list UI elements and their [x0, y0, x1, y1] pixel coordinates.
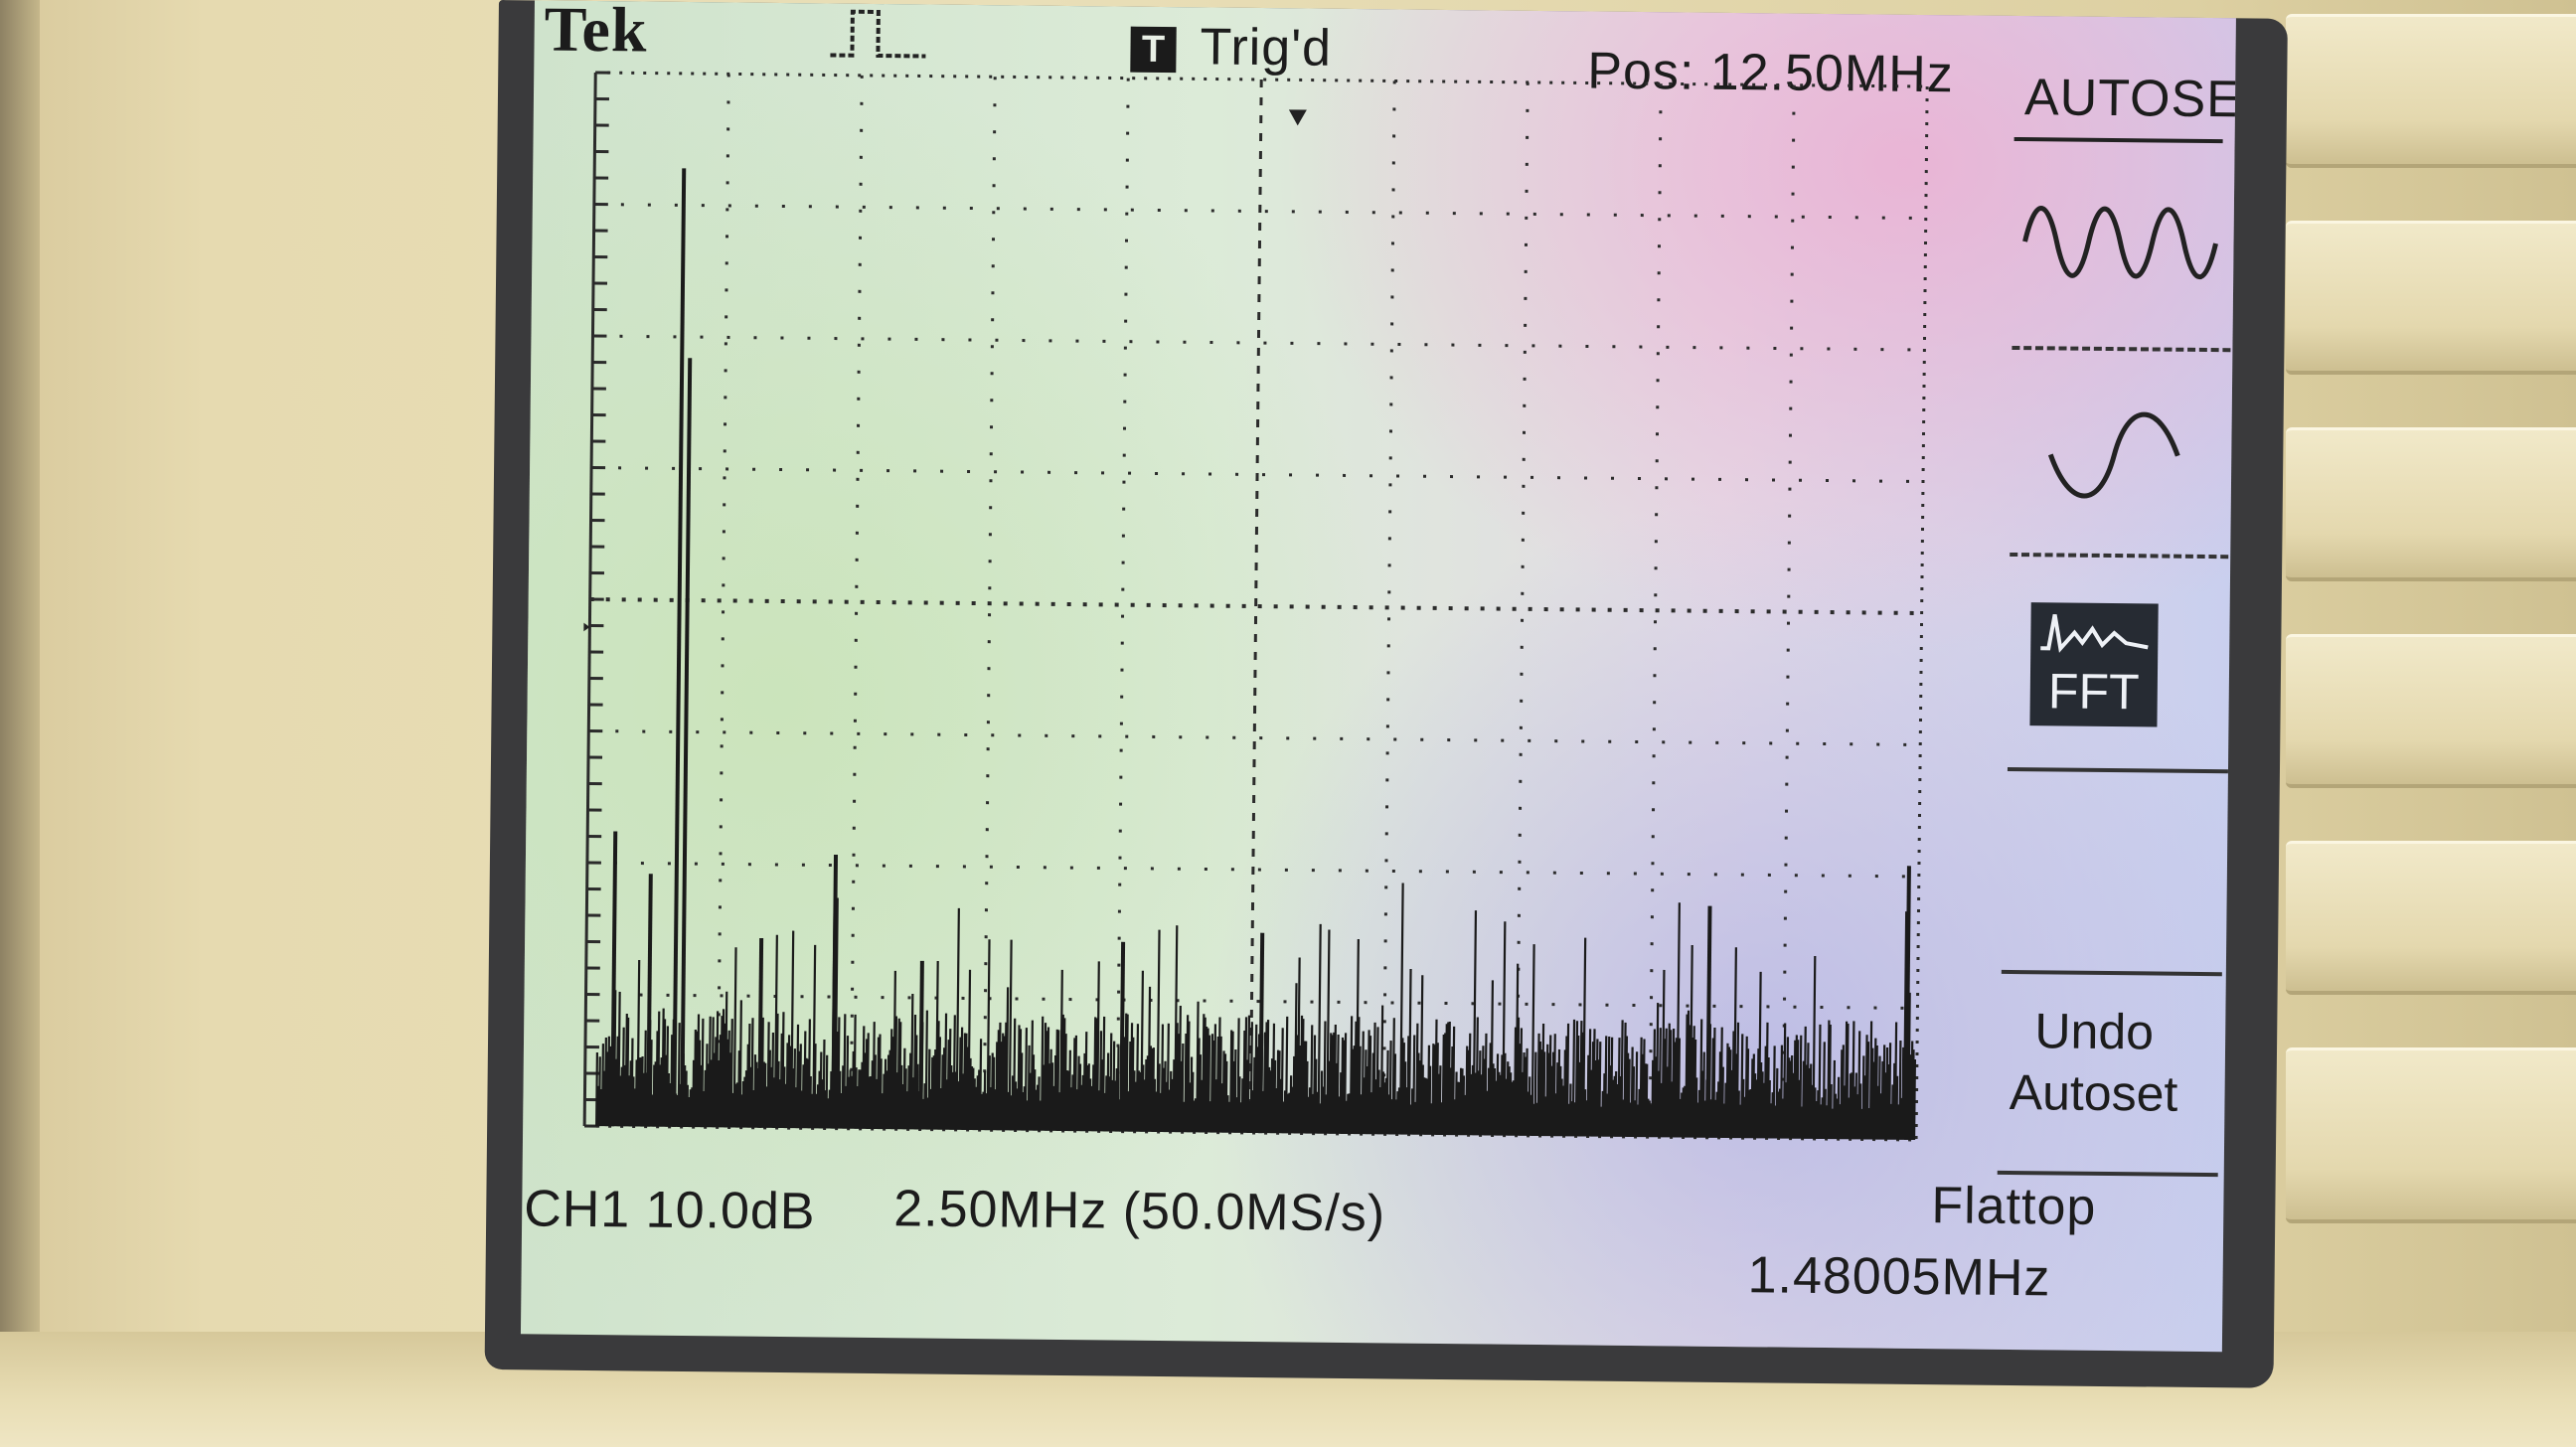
bezel-shadow — [0, 0, 40, 1447]
spectral-spur — [646, 874, 653, 1127]
softkey-3[interactable] — [2286, 427, 2576, 581]
menu-title: AUTOSET — [2023, 69, 2236, 129]
channel-scale: CH1 10.0dB — [523, 1180, 816, 1241]
softkey-4[interactable] — [2286, 634, 2576, 788]
pulse-trigger-icon — [826, 3, 946, 77]
fft-graticule: M — [577, 71, 1929, 1142]
menu-rule-3 — [2007, 766, 2228, 774]
menu-rule-4 — [2001, 969, 2222, 977]
multi-cycle-sine-icon[interactable] — [2020, 197, 2230, 288]
fft-button[interactable]: FFT — [2029, 602, 2159, 727]
spectral-spur — [610, 831, 618, 1127]
timebase-readout: 2.50MHz (50.0MS/s) — [892, 1180, 1386, 1243]
grid-vline — [849, 75, 864, 1129]
spectral-spur — [680, 358, 693, 1128]
undo-label-line1: Undo — [2034, 1003, 2155, 1060]
fft-label: FFT — [2047, 663, 2140, 721]
spectral-spur — [672, 168, 687, 1127]
spectral-spur — [1119, 941, 1126, 1132]
grid-border-right — [1914, 86, 1929, 1141]
softkey-1[interactable] — [2286, 14, 2576, 168]
fft-icon — [2040, 614, 2149, 653]
spectral-spur — [1258, 932, 1265, 1134]
grid-vline — [1248, 80, 1263, 1133]
fft-trace — [595, 168, 1917, 1140]
graticule-grid — [582, 71, 1929, 1142]
grid-border-top — [595, 71, 1928, 88]
undo-autoset-button[interactable]: Undo Autoset — [1994, 1000, 2193, 1125]
single-cycle-sine-icon[interactable] — [2044, 409, 2184, 500]
oscilloscope-display: Tek T Trig'd Pos: 12.50MHz AUTOSET M CH1… — [520, 0, 2236, 1353]
spectral-spur — [1904, 866, 1911, 1140]
undo-label-line2: Autoset — [2009, 1063, 2178, 1122]
spectral-spur — [831, 854, 839, 1129]
menu-separator-2 — [2010, 552, 2229, 560]
screen-frame: Tek T Trig'd Pos: 12.50MHz AUTOSET M CH1… — [484, 0, 2288, 1388]
spectral-spur — [1705, 905, 1712, 1138]
spectral-spur — [757, 937, 764, 1128]
cursor-frequency: 1.48005MHz — [1747, 1246, 2051, 1308]
trigger-badge: T — [1130, 26, 1177, 74]
menu-title-rule — [2013, 136, 2223, 144]
softkey-2[interactable] — [2286, 221, 2576, 375]
softkey-6[interactable] — [2286, 1047, 2576, 1223]
trigger-position-arrow — [1288, 109, 1307, 126]
softkey-5[interactable] — [2286, 841, 2576, 995]
grid-hline — [592, 334, 1925, 352]
brand-logo: Tek — [544, 0, 648, 66]
fft-window: Flattop — [1931, 1177, 2097, 1236]
menu-separator-1 — [2012, 345, 2231, 353]
spectral-spur — [918, 960, 924, 1130]
noise-floor — [595, 883, 1917, 1140]
